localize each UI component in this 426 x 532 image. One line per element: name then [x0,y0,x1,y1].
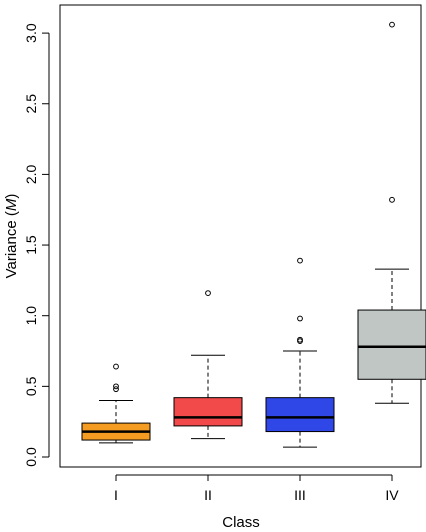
boxes [81,21,426,448]
box-3 [265,257,335,448]
y-tick-label: 0.0 [23,447,39,467]
x-axis-title: Class [222,514,260,531]
box-1 [81,363,151,444]
x-axis: I II III IV [114,474,399,503]
outlier-point [113,383,119,390]
y-tick-label: 3.0 [23,23,39,43]
iqr-box [173,397,243,427]
y-axis-title-italic: M [3,198,20,211]
iqr-box [265,397,335,433]
y-axis-title-end: ) [3,194,20,199]
y-tick-label: 1.0 [23,306,39,326]
outlier-point [205,290,211,296]
y-tick-label: 0.5 [23,376,39,396]
outlier-point [297,257,303,264]
y-tick-label: 1.5 [23,235,39,255]
y-tick-label: 2.5 [23,94,39,114]
y-tick-label: 2.0 [23,164,39,184]
y-axis: 0.0 0.5 1.0 1.5 2.0 2.5 3.0 [23,23,50,467]
outlier-point [113,386,119,393]
x-tick-label: III [294,487,306,503]
y-axis-title: Variance (M) [3,194,20,279]
x-tick-label: IV [385,487,399,503]
iqr-box [357,309,426,380]
outlier-point [389,196,395,203]
plot-frame [59,4,422,468]
box-4 [357,21,426,404]
x-tick-label: II [204,487,212,503]
y-axis-title-start: Variance ( [3,211,20,278]
outlier-point [389,21,395,28]
x-tick-label: I [114,487,118,503]
box-2 [173,290,243,440]
outlier-point [297,336,303,343]
outlier-point [297,315,303,322]
outlier-point [113,363,119,370]
